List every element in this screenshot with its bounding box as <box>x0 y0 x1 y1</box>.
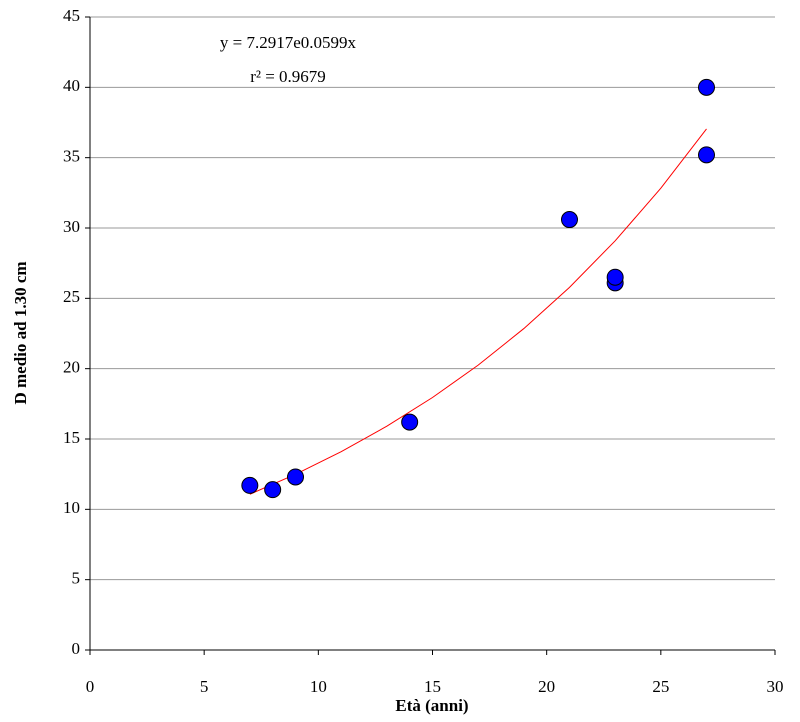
x-tick-label: 15 <box>424 677 441 696</box>
trendline <box>249 128 707 495</box>
equation: y = 7.2917e0.0599x <box>220 33 357 52</box>
x-tick-label: 0 <box>86 677 95 696</box>
x-tick-label: 10 <box>310 677 327 696</box>
y-axis-label: D medio ad 1.30 cm <box>11 261 30 404</box>
x-axis-label: Età (anni) <box>395 696 468 715</box>
y-tick-label: 40 <box>63 76 80 95</box>
point <box>241 476 259 494</box>
y-tick-label: 25 <box>63 287 80 306</box>
x-tick-label: 25 <box>652 677 669 696</box>
y-tick-label: 0 <box>72 639 81 658</box>
point <box>698 78 715 96</box>
point <box>401 413 419 431</box>
y-tick-label: 45 <box>63 6 80 25</box>
r-squared: r² = 0.9679 <box>250 67 326 86</box>
point <box>561 211 578 229</box>
point <box>698 146 715 164</box>
x-tick-label: 30 <box>767 677 784 696</box>
x-tick-label: 5 <box>200 677 209 696</box>
point <box>606 268 624 286</box>
point <box>264 481 282 499</box>
y-tick-label: 15 <box>63 428 80 447</box>
x-tick-label: 20 <box>538 677 555 696</box>
y-tick-label: 30 <box>63 217 80 236</box>
point <box>287 468 304 486</box>
y-tick-label: 10 <box>63 498 80 517</box>
y-tick-label: 5 <box>72 569 81 588</box>
y-tick-label: 20 <box>63 358 80 377</box>
y-tick-label: 35 <box>63 147 80 166</box>
